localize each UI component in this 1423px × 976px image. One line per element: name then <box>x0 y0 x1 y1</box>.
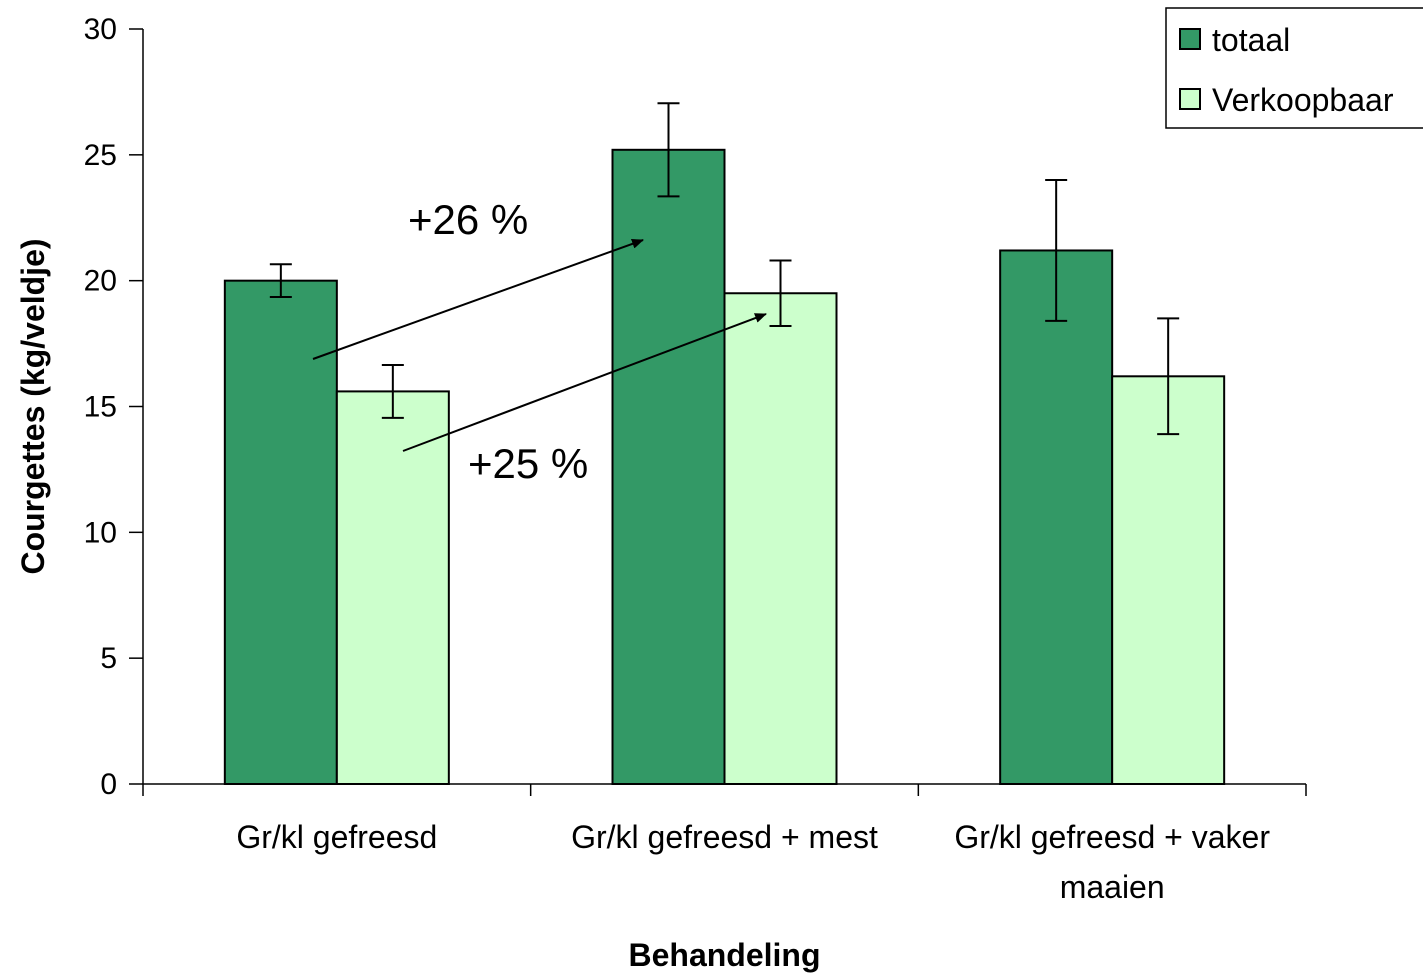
error-bar-0-2 <box>1045 179 1068 322</box>
y-tick-label-0: 0 <box>100 768 117 801</box>
annotation-arrow-1 <box>402 313 767 452</box>
error-bar-1-0 <box>381 363 404 419</box>
y-tick-label-15: 15 <box>84 391 117 424</box>
y-tick-label-5: 5 <box>100 642 117 675</box>
legend-label-1: Verkoopbaar <box>1212 82 1394 118</box>
bar-0-2 <box>999 249 1114 785</box>
y-tick-label-20: 20 <box>84 265 117 298</box>
bar-0-1 <box>611 148 726 786</box>
bar-1-0 <box>335 390 450 785</box>
annotation-label-1: +25 % <box>468 440 588 487</box>
error-bar-0-1 <box>657 102 680 198</box>
y-tick-label-25: 25 <box>84 139 117 172</box>
legend-box <box>1165 7 1423 129</box>
legend-label-0: totaal <box>1212 22 1290 58</box>
annotation-arrow-0 <box>312 239 644 360</box>
error-bar-0-0 <box>269 263 292 299</box>
x-category-label-1: Gr/kl gefreesd + mest <box>571 819 878 855</box>
error-bar-1-2 <box>1157 317 1180 436</box>
x-category-label-0: Gr/kl gefreesd <box>236 819 437 855</box>
y-axis-title: Courgettes (kg/veldje) <box>15 238 51 574</box>
legend-swatch-1 <box>1179 88 1201 110</box>
legend-swatch-0 <box>1179 28 1201 50</box>
x-axis-title: Behandeling <box>628 937 820 973</box>
bar-1-2 <box>1111 375 1226 785</box>
error-bar-1-1 <box>769 259 792 327</box>
y-tick-label-30: 30 <box>84 13 117 46</box>
bar-1-1 <box>723 292 838 785</box>
y-tick-label-10: 10 <box>84 516 117 549</box>
bar-0-0 <box>223 279 338 785</box>
annotation-label-0: +26 % <box>408 196 528 243</box>
x-category-label-2: maaien <box>1060 869 1165 905</box>
x-category-label-2: Gr/kl gefreesd + vaker <box>954 819 1270 855</box>
